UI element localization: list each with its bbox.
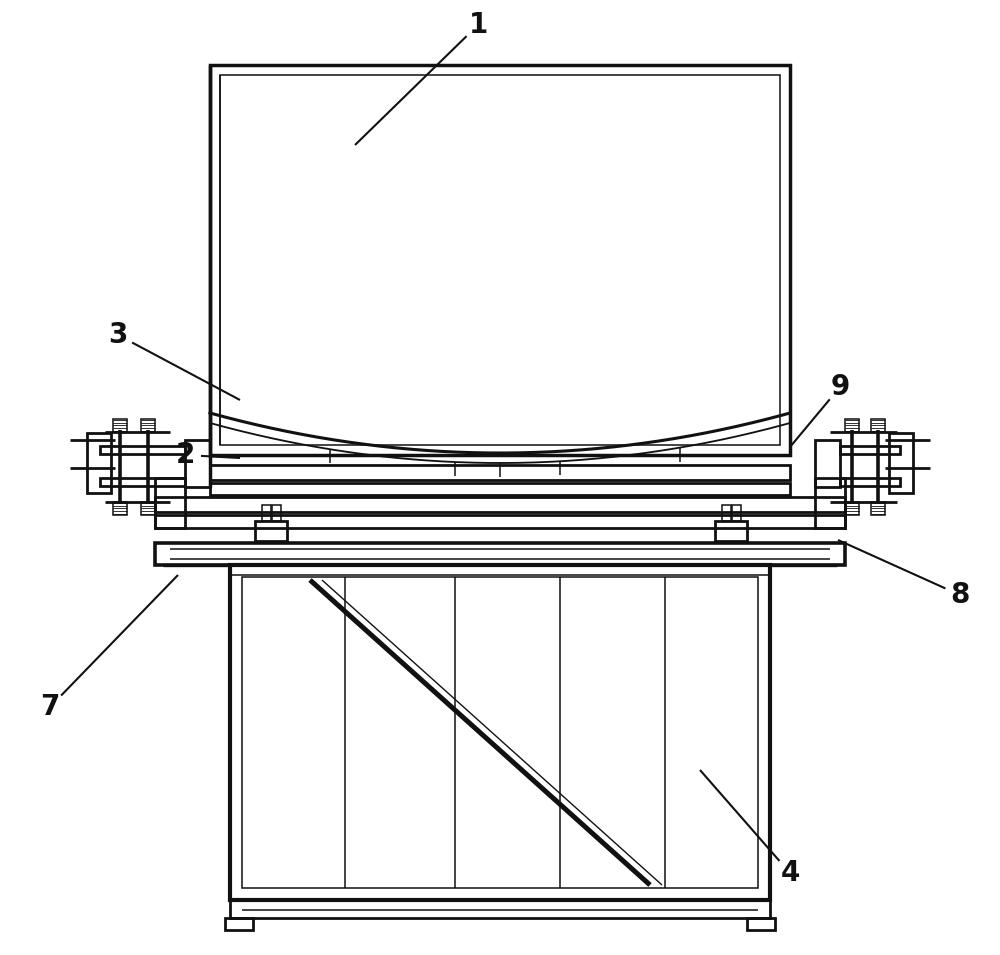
Bar (732, 505, 741, 521)
Bar (871, 419, 885, 432)
Bar (845, 419, 859, 432)
Bar (272, 505, 281, 521)
Bar (210, 483, 790, 495)
Bar (747, 918, 775, 930)
Bar (840, 446, 900, 454)
Bar (87, 433, 111, 493)
Bar (155, 497, 845, 512)
Text: 7: 7 (40, 693, 60, 721)
Bar (155, 515, 845, 528)
Bar (255, 521, 287, 541)
Text: 4: 4 (780, 859, 800, 887)
Text: 1: 1 (468, 11, 488, 39)
Bar (100, 478, 185, 486)
Bar (210, 65, 790, 455)
Bar (100, 446, 185, 454)
Bar (715, 521, 747, 541)
Bar (220, 75, 780, 445)
Bar (262, 505, 271, 521)
Text: 3: 3 (108, 321, 128, 349)
Text: 2: 2 (175, 441, 195, 469)
Text: 8: 8 (950, 581, 970, 609)
Bar (242, 577, 758, 888)
Bar (230, 565, 770, 900)
Bar (185, 440, 210, 487)
Bar (722, 505, 731, 521)
Bar (141, 502, 155, 515)
Bar (230, 900, 770, 918)
Bar (871, 502, 885, 515)
Bar (155, 543, 845, 565)
Bar (141, 419, 155, 432)
Bar (113, 502, 127, 515)
Bar (815, 440, 840, 487)
Bar (155, 478, 185, 528)
Text: 9: 9 (830, 373, 850, 401)
Bar (889, 433, 913, 493)
Bar (225, 918, 253, 930)
Bar (840, 478, 900, 486)
Bar (113, 419, 127, 432)
Bar (815, 478, 845, 528)
Bar (845, 502, 859, 515)
Bar (210, 465, 790, 480)
